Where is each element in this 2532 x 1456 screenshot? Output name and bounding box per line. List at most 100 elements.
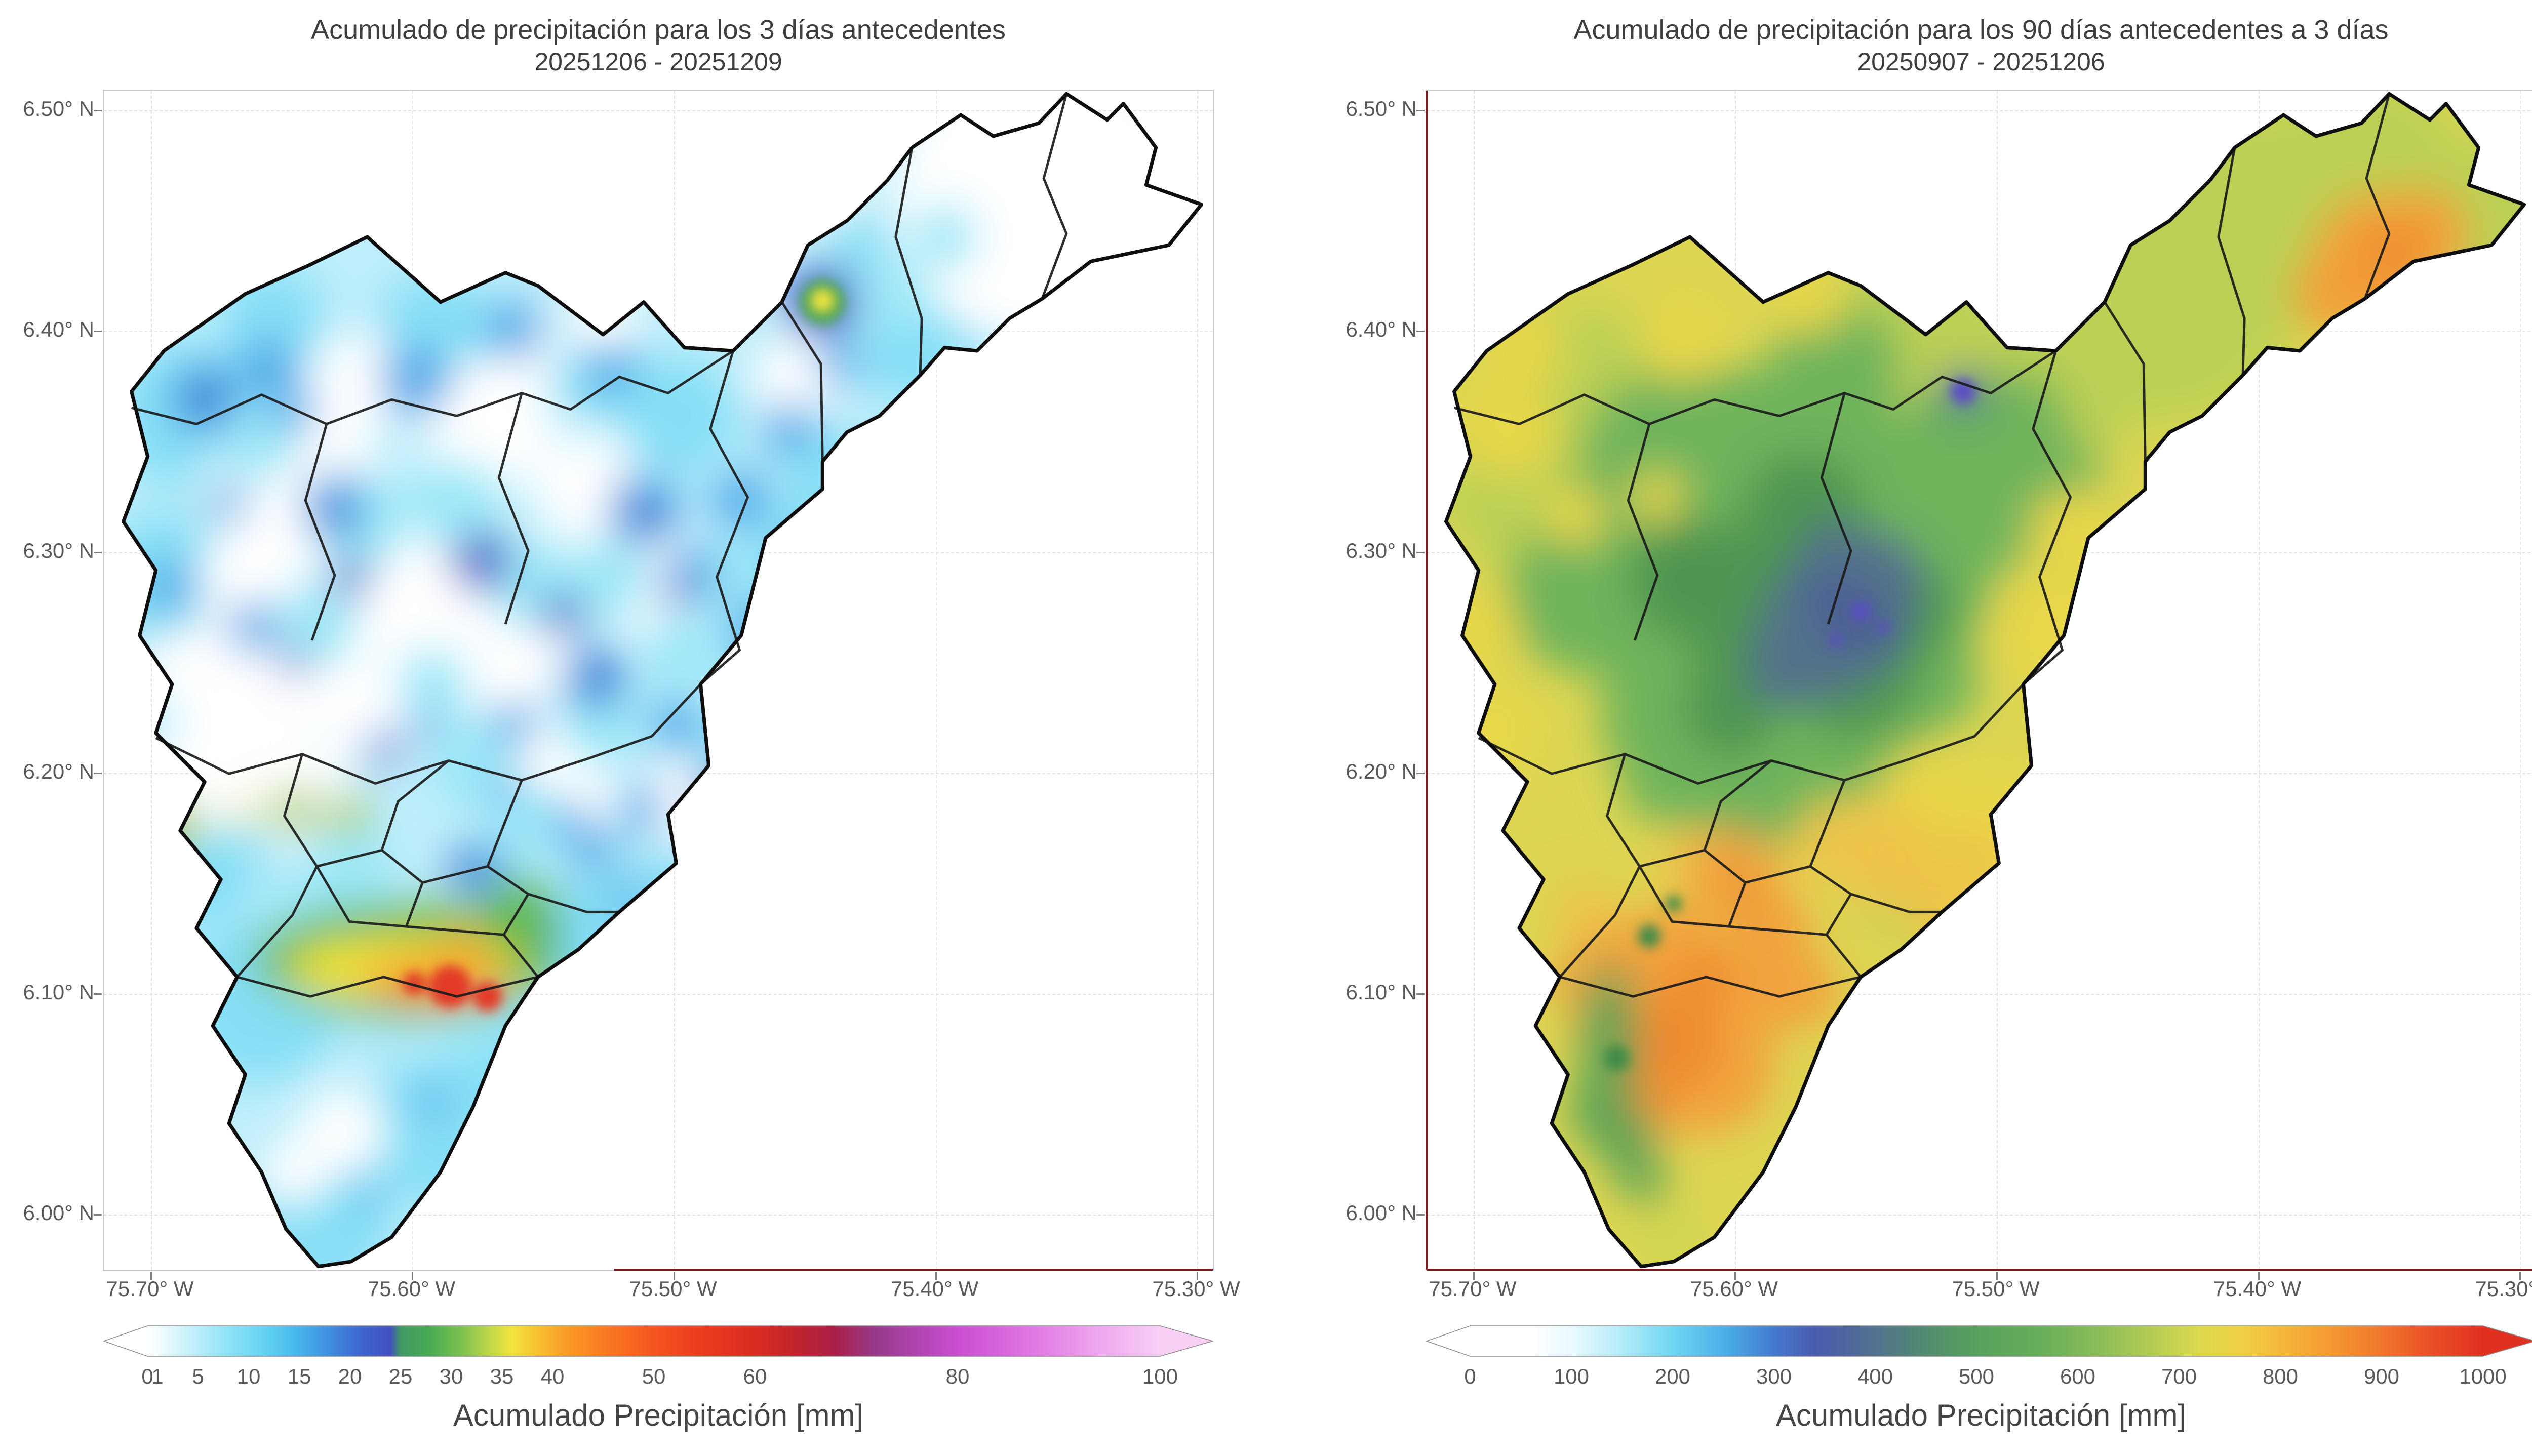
y-tick-mark (94, 1214, 102, 1216)
x-tick-label: 75.30° W (1152, 1277, 1240, 1301)
x-tick-mark (1473, 1272, 1475, 1280)
gridline-horizontal (104, 110, 1213, 112)
x-tick-mark (150, 1272, 152, 1280)
map-accent-line (1426, 91, 1428, 1270)
x-axis-ticks: 75.70° W 75.60° W 75.50° W 75.40° W 75.30° W (103, 1277, 1240, 1305)
gridline-vertical (2258, 91, 2260, 1270)
x-tick-mark (1996, 1272, 1998, 1280)
x-tick-mark (1197, 1272, 1198, 1280)
colorbar-tick-label: 100 (1142, 1364, 1178, 1388)
panel-subtitle: 20251206 - 20251209 (534, 48, 782, 76)
colorbar-tick-label: 5 (192, 1364, 204, 1388)
basin-outline (122, 92, 1204, 1269)
colorbar-tick-label: 80 (945, 1364, 970, 1388)
y-tick-mark (94, 110, 102, 112)
y-tick-mark (1416, 331, 1425, 333)
panel-subtitle: 20250907 - 20251206 (1857, 48, 2105, 76)
panel-title: Acumulado de precipitación para los 3 dí… (311, 15, 1006, 45)
basin-outline (1444, 92, 2526, 1269)
colorbar-tick-label: 40 (540, 1364, 565, 1388)
x-tick-label: 75.50° W (1952, 1277, 2040, 1301)
colorbar-tick-label: 300 (1756, 1364, 1792, 1388)
colorbar-tick-label: 0 (1464, 1364, 1476, 1388)
colorbar-tick-label: 1 (151, 1364, 164, 1388)
colorbar-tick-label: 25 (388, 1364, 413, 1388)
gridline-vertical (935, 91, 937, 1270)
y-tick-label: 6.40° N (23, 317, 94, 342)
x-tick-mark (2258, 1272, 2260, 1280)
field-hotspot-dots (1604, 378, 1976, 1072)
map-plot-area (94, 90, 1214, 1280)
x-tick-mark (673, 1272, 675, 1280)
colorbar-label: Acumulado Precipitación [mm] (453, 1398, 864, 1432)
x-tick-label: 75.30° W (2475, 1277, 2532, 1301)
y-tick-mark (94, 551, 102, 553)
gridline-horizontal (104, 1214, 1213, 1216)
colorbar-tick-label: 30 (439, 1364, 463, 1388)
colorbar-tick-label: 20 (338, 1364, 362, 1388)
colorbar-tick-label: 15 (287, 1364, 311, 1388)
x-tick-mark (412, 1272, 414, 1280)
y-tick-label: 6.50° N (23, 97, 94, 121)
y-tick-label: 6.20° N (23, 759, 94, 783)
colorbar-tick-label: 50 (642, 1364, 666, 1388)
y-tick-label: 6.30° N (1346, 538, 1417, 562)
panel-precip-90day: Acumulado de precipitación para los 90 d… (1323, 0, 2532, 1456)
x-tick-mark (1734, 1272, 1736, 1280)
gridline-vertical (1197, 91, 1198, 1270)
gridline-horizontal (1427, 1214, 2532, 1216)
y-tick-label: 6.40° N (1346, 317, 1417, 342)
y-tick-mark (1416, 772, 1425, 774)
y-tick-label: 6.20° N (1346, 759, 1417, 783)
panel-precip-3day: Acumulado de precipitación para los 3 dí… (23, 13, 1240, 1432)
colorbar-tick-label: 900 (2363, 1364, 2400, 1388)
colorbar-label: Acumulado Precipitación [mm] (1775, 1398, 2187, 1432)
colorbar-tick-label: 1000 (2459, 1364, 2507, 1388)
colorbar-tick-label: 700 (2161, 1364, 2197, 1388)
gridline-vertical (1473, 91, 1475, 1270)
gridline-horizontal (1427, 110, 2532, 112)
colorbar-tick-label: 0 (141, 1364, 153, 1388)
x-tick-label: 75.70° W (106, 1277, 194, 1301)
colorbar-tick-label: 10 (236, 1364, 261, 1388)
y-tick-label: 6.30° N (23, 538, 94, 562)
field-hotspot-dots (403, 279, 846, 1012)
x-tick-mark (2519, 1272, 2521, 1280)
colorbar: 0 100 200 300 400 500 600 700 800 900 1000 Acumula… (1426, 1324, 2532, 1450)
y-tick-label: 6.00° N (23, 1200, 94, 1225)
map-plot-area (1416, 90, 2532, 1280)
panel-title-block: Acumulado de precipitación para los 90 d… (1426, 13, 2532, 77)
y-tick-label: 6.50° N (1346, 97, 1417, 121)
panel-title: Acumulado de precipitación para los 90 d… (1573, 15, 2389, 45)
municipal-boundaries (131, 93, 1068, 998)
gridline-horizontal (1427, 993, 2532, 995)
x-tick-label: 75.70° W (1429, 1277, 1517, 1301)
precipitation-map-90day (1444, 92, 2526, 1269)
y-tick-label: 6.00° N (1346, 1200, 1417, 1225)
x-tick-mark (935, 1272, 937, 1280)
municipal-boundaries (1454, 93, 2391, 998)
x-tick-label: 75.60° W (367, 1277, 456, 1301)
map-accent-line (614, 1269, 1213, 1271)
y-tick-mark (1416, 551, 1425, 553)
x-tick-label: 75.60° W (1690, 1277, 1778, 1301)
y-tick-mark (1416, 1214, 1425, 1216)
x-tick-label: 75.50° W (629, 1277, 717, 1301)
y-tick-mark (94, 331, 102, 333)
colorbar-tick-label: 60 (743, 1364, 767, 1388)
colorbar-ticks: 0 100 200 300 400 500 600 700 800 900 1000 (1426, 1364, 2532, 1391)
y-tick-mark (94, 772, 102, 774)
x-tick-label: 75.40° W (890, 1277, 979, 1301)
gridline-horizontal (104, 993, 1213, 995)
precipitation-map-3day (122, 92, 1204, 1269)
y-tick-mark (1416, 110, 1425, 112)
x-tick-label: 75.40° W (2213, 1277, 2302, 1301)
colorbar-tick-label: 500 (1958, 1364, 1995, 1388)
x-axis-ticks: 75.70° W 75.60° W 75.50° W 75.40° W 75.30° W (1426, 1277, 2532, 1305)
y-tick-mark (1416, 993, 1425, 995)
map-accent-line (1427, 1269, 2532, 1271)
colorbar-tick-label: 35 (490, 1364, 514, 1388)
colorbar-gradient (103, 1325, 1214, 1357)
panel-title-block: Acumulado de precipitación para los 3 dí… (103, 13, 1214, 77)
y-tick-label: 6.10° N (23, 980, 94, 1004)
